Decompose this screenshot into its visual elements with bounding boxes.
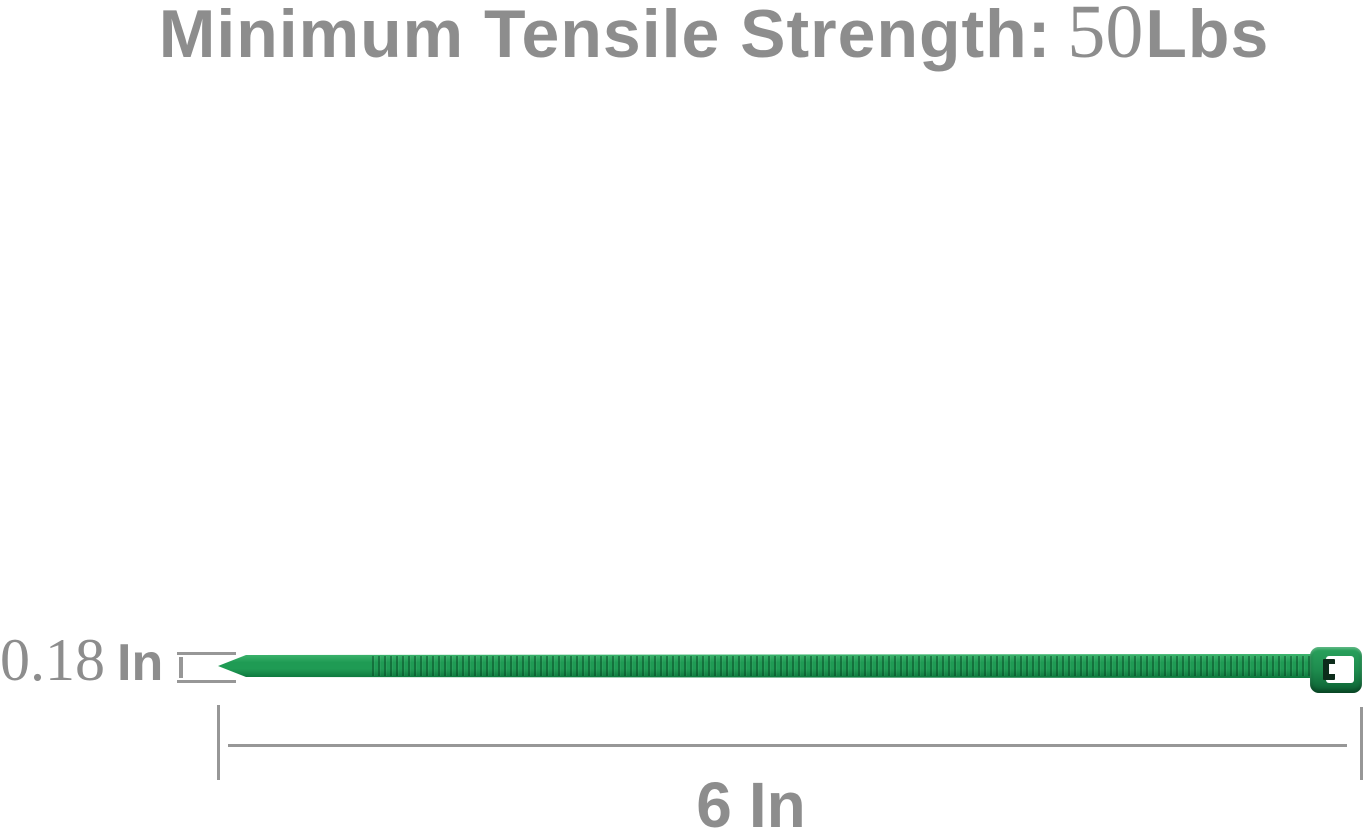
tensile-strength-value: 50 <box>1067 0 1144 74</box>
width-unit: In <box>117 634 164 692</box>
cable-tie-strap <box>218 654 1316 678</box>
tensile-strength-title: Minimum Tensile Strength: 50Lbs <box>0 0 1366 74</box>
cable-tie-ribs <box>372 656 1316 676</box>
width-value: 0.18 <box>0 627 105 693</box>
length-dimension-label: 6 In <box>696 772 805 837</box>
width-bracket-vertical-line <box>179 657 183 678</box>
cable-tie-head <box>1310 647 1362 693</box>
length-value: 6 <box>696 769 732 837</box>
tensile-strength-unit: Lbs <box>1145 0 1270 72</box>
length-tick-right <box>1360 707 1363 780</box>
width-bracket-bottom-line <box>177 680 236 683</box>
width-bracket-top-line <box>177 652 236 655</box>
width-dimension-label: 0.18 In <box>0 627 164 693</box>
length-unit: In <box>748 769 806 837</box>
tensile-strength-label: Minimum Tensile Strength: <box>158 0 1052 72</box>
length-tick-left <box>217 705 220 780</box>
length-dimension-line <box>228 744 1347 747</box>
cable-tie-pawl-notch <box>1329 664 1335 674</box>
